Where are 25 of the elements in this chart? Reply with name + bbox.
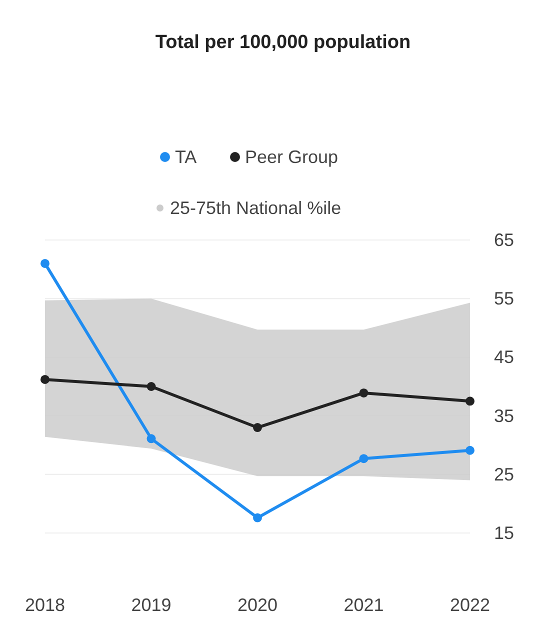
x-tick-label: 2018 [24,595,66,615]
legend-label: 25-75th National %ile [170,198,342,218]
point [359,454,368,464]
x-tick-label: 2019 [131,595,172,615]
point [40,374,50,384]
y-tick-label: 25 [494,464,514,484]
point [466,396,474,406]
y-tick-label: 35 [494,406,514,426]
point [146,382,156,391]
x-tick-label: 2021 [344,595,384,615]
x-tick-label: 2020 [237,595,278,615]
y-tick-label: 65 [494,230,514,250]
chart-title: Total per 100,000 population [155,32,411,53]
legend-label: TA [175,147,197,167]
point [359,388,368,398]
point [253,513,262,522]
x-tick-label: 2022 [450,595,490,615]
point [40,258,50,268]
point [146,434,156,444]
y-tick-label: 15 [494,523,514,543]
y-tick-label: 55 [494,288,514,309]
point [253,423,262,432]
legend-label: Peer Group [245,147,338,167]
point [466,446,474,455]
y-tick-label: 45 [494,347,514,368]
